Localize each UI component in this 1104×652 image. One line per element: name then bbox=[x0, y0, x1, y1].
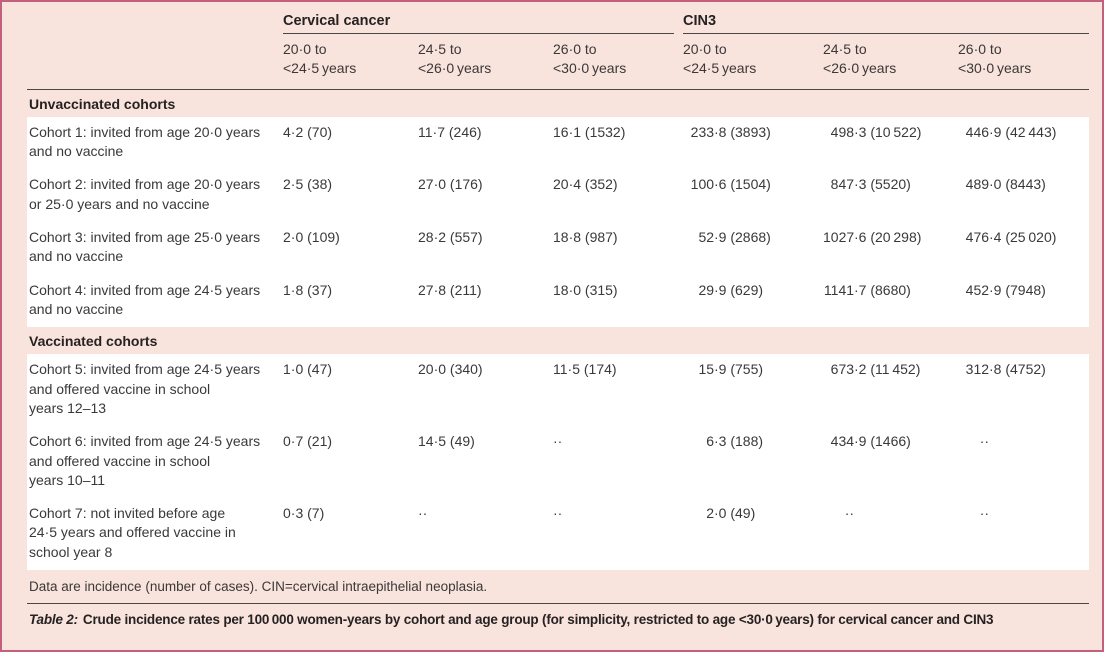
value-cell: 18·0 (315) bbox=[553, 274, 684, 328]
table-row: Cohort 3: invited from age 25·0 years an… bbox=[27, 222, 1090, 275]
value-cell: 489·0 (8443) bbox=[958, 169, 1090, 223]
group-header-row: Cervical cancer CIN3 bbox=[27, 6, 1090, 34]
group-header-cervical-cancer: Cervical cancer bbox=[283, 6, 683, 34]
value-cell: 498·3 (10 522) bbox=[823, 116, 959, 170]
value-cell: 6·3 (188) bbox=[683, 426, 824, 499]
value-cell: 20·0 (340) bbox=[418, 354, 553, 427]
age-column-header: 20·0 to <24·5 years bbox=[283, 34, 418, 90]
value-cell: 20·4 (352) bbox=[553, 169, 684, 223]
value-cell: 11·5 (174) bbox=[553, 354, 684, 427]
value-cell: 28·2 (557) bbox=[418, 222, 553, 275]
value-cell: 1141·7 (8680) bbox=[823, 274, 959, 328]
table-row: Cohort 2: invited from age 20·0 years or… bbox=[27, 169, 1090, 223]
value-cell: 29·9 (629) bbox=[683, 274, 824, 328]
age-column-header: 26·0 to <30·0 years bbox=[958, 34, 1090, 90]
value-cell: 476·4 (25 020) bbox=[958, 222, 1090, 275]
age-column-header: 24·5 to <26·0 years bbox=[823, 34, 959, 90]
section-title: Unvaccinated cohorts bbox=[29, 95, 176, 112]
row-label: Cohort 2: invited from age 20·0 years or… bbox=[27, 169, 283, 223]
value-cell: ·· bbox=[958, 426, 1090, 499]
section-title: Vaccinated cohorts bbox=[29, 333, 158, 350]
row-label: Cohort 5: invited from age 24·5 years an… bbox=[27, 354, 283, 427]
age-column-header: 20·0 to <24·5 years bbox=[683, 34, 824, 90]
value-cell: ·· bbox=[823, 498, 959, 571]
value-cell: 16·1 (1532) bbox=[553, 116, 684, 170]
table-body: Unvaccinated cohorts Cohort 1: invited fr… bbox=[27, 89, 1090, 571]
value-cell: ·· bbox=[553, 426, 684, 499]
value-cell: 15·9 (755) bbox=[683, 354, 824, 427]
incidence-table: Cervical cancer CIN3 20·0 to <24·5 years… bbox=[27, 6, 1090, 571]
value-cell: 14·5 (49) bbox=[418, 426, 553, 499]
value-cell: 2·5 (38) bbox=[283, 169, 418, 223]
value-cell: 1·8 (37) bbox=[283, 274, 418, 328]
value-cell: 4·2 (70) bbox=[283, 116, 418, 170]
table-row: Cohort 5: invited from age 24·5 years an… bbox=[27, 354, 1090, 427]
label-column-header bbox=[27, 34, 283, 90]
value-cell: 233·8 (3893) bbox=[683, 116, 824, 170]
age-column-header: 26·0 to <30·0 years bbox=[553, 34, 684, 90]
value-cell: 0·7 (21) bbox=[283, 426, 418, 499]
value-cell: 11·7 (246) bbox=[418, 116, 553, 170]
value-cell: 100·6 (1504) bbox=[683, 169, 824, 223]
value-cell: ·· bbox=[553, 498, 684, 571]
value-cell: 434·9 (1466) bbox=[823, 426, 959, 499]
value-cell: 312·8 (4752) bbox=[958, 354, 1090, 427]
value-cell: ·· bbox=[418, 498, 553, 571]
row-label: Cohort 7: not invited before age 24·5 ye… bbox=[27, 498, 283, 571]
row-label: Cohort 3: invited from age 25·0 years an… bbox=[27, 222, 283, 275]
group-header-cin3: CIN3 bbox=[683, 6, 1090, 34]
value-cell: 446·9 (42 443) bbox=[958, 116, 1090, 170]
table-row: Cohort 1: invited from age 20·0 years an… bbox=[27, 116, 1090, 170]
value-cell: 0·3 (7) bbox=[283, 498, 418, 571]
table-row: Cohort 6: invited from age 24·5 years an… bbox=[27, 426, 1090, 499]
value-cell: 52·9 (2868) bbox=[683, 222, 824, 275]
group-label: Cervical cancer bbox=[283, 6, 675, 34]
row-label: Cohort 1: invited from age 20·0 years an… bbox=[27, 116, 283, 170]
group-label: CIN3 bbox=[683, 6, 1090, 34]
table-header: Cervical cancer CIN3 20·0 to <24·5 years… bbox=[27, 6, 1090, 90]
value-cell: 18·8 (987) bbox=[553, 222, 684, 275]
value-cell: 1·0 (47) bbox=[283, 354, 418, 427]
label-column-header bbox=[27, 6, 283, 34]
value-cell: 673·2 (11 452) bbox=[823, 354, 959, 427]
value-cell: ·· bbox=[958, 498, 1090, 571]
value-cell: 1027·6 (20 298) bbox=[823, 222, 959, 275]
value-cell: 452·9 (7948) bbox=[958, 274, 1090, 328]
value-cell: 27·8 (211) bbox=[418, 274, 553, 328]
value-cell: 27·0 (176) bbox=[418, 169, 553, 223]
table-caption: Table 2: Crude incidence rates per 100 00… bbox=[27, 603, 1089, 636]
table-row: Cohort 7: not invited before age 24·5 ye… bbox=[27, 498, 1090, 571]
table-caption-label: Table 2: bbox=[29, 612, 78, 628]
value-cell: 847·3 (5520) bbox=[823, 169, 959, 223]
value-cell: 2·0 (49) bbox=[683, 498, 824, 571]
age-header-row: 20·0 to <24·5 years 24·5 to <26·0 years … bbox=[27, 34, 1090, 90]
table-row: Cohort 4: invited from age 24·5 years an… bbox=[27, 274, 1090, 328]
table-footnote: Data are incidence (number of cases). CI… bbox=[29, 579, 488, 595]
age-column-header: 24·5 to <26·0 years bbox=[418, 34, 553, 90]
row-label: Cohort 6: invited from age 24·5 years an… bbox=[27, 426, 283, 499]
section-header-row: Vaccinated cohorts bbox=[27, 327, 1089, 354]
section-header-row: Unvaccinated cohorts bbox=[27, 89, 1089, 117]
value-cell: 2·0 (109) bbox=[283, 222, 418, 275]
row-label: Cohort 4: invited from age 24·5 years an… bbox=[27, 274, 283, 328]
table-caption-text: Crude incidence rates per 100 000 women-… bbox=[82, 612, 994, 628]
